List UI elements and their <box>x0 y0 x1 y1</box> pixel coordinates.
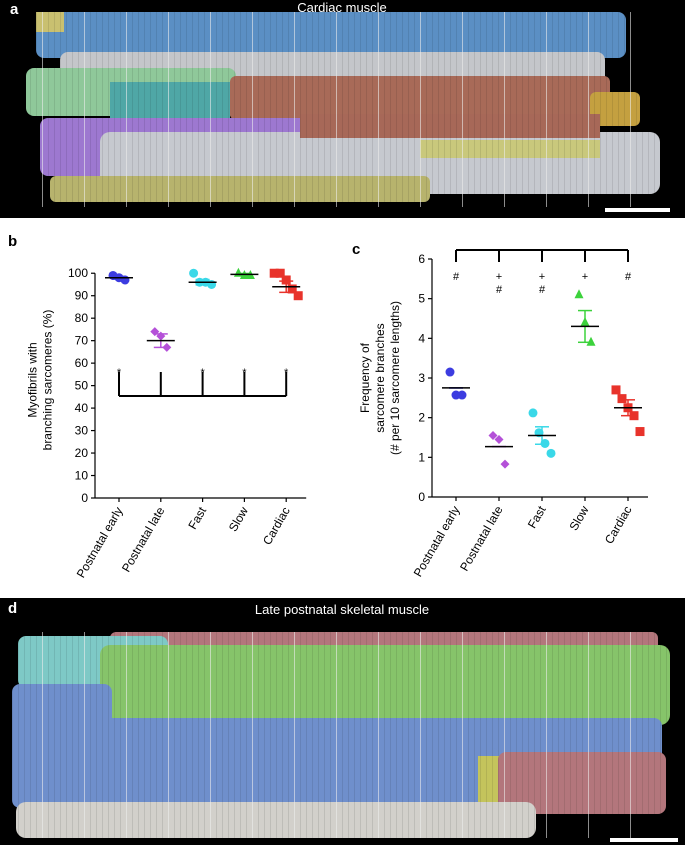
point <box>528 408 538 418</box>
point <box>586 336 596 346</box>
x-tick-label: Postnatal late <box>119 504 168 574</box>
point <box>287 284 297 294</box>
point <box>488 431 498 441</box>
image-a <box>0 0 685 218</box>
point <box>635 427 645 437</box>
significance-mark: # <box>539 284 546 296</box>
y-tick-label: 3 <box>418 371 425 385</box>
point <box>494 434 504 444</box>
point <box>574 289 584 299</box>
x-tick-label: Cardiac <box>260 505 293 548</box>
point <box>269 268 279 278</box>
y-tick-label: 30 <box>75 424 89 438</box>
panel-label: d <box>8 600 17 617</box>
y-tick-label: 0 <box>418 490 425 504</box>
y-axis-label: sarcomere branches <box>373 323 387 432</box>
significance-mark: + <box>496 271 502 283</box>
y-tick-label: 100 <box>68 266 88 280</box>
point <box>275 268 285 278</box>
y-tick-label: 60 <box>75 356 89 370</box>
point <box>500 459 510 469</box>
x-tick-label: Postnatal late <box>457 503 506 573</box>
point <box>445 367 455 377</box>
y-axis-label: Frequency of <box>358 342 372 413</box>
y-tick-label: 20 <box>75 446 89 460</box>
y-tick-label: 40 <box>75 401 89 415</box>
image-d <box>0 598 685 845</box>
point <box>293 291 303 301</box>
y-tick-label: 2 <box>418 411 425 425</box>
y-tick-label: 90 <box>75 289 89 303</box>
y-tick-label: 1 <box>418 450 425 464</box>
x-tick-label: Cardiac <box>602 504 635 547</box>
point <box>546 448 556 458</box>
image-title: Cardiac muscle <box>297 0 387 15</box>
x-tick-label: Fast <box>185 504 209 532</box>
point <box>281 275 291 285</box>
image-title: Late postnatal skeletal muscle <box>255 602 429 617</box>
significance-mark: # <box>496 284 503 296</box>
point <box>611 385 621 395</box>
y-tick-label: 50 <box>75 379 89 393</box>
significance-mark: + <box>539 271 545 283</box>
y-tick-label: 80 <box>75 311 89 325</box>
significance-mark: + <box>582 271 588 283</box>
y-tick-label: 0 <box>81 491 88 505</box>
point <box>617 394 627 404</box>
x-tick-label: Postnatal early <box>74 505 126 581</box>
x-tick-label: Fast <box>525 503 549 531</box>
point <box>189 268 199 278</box>
y-tick-label: 6 <box>418 252 425 266</box>
panel-label: b <box>8 233 17 250</box>
y-tick-label: 70 <box>75 334 89 348</box>
panel-label: a <box>10 1 19 18</box>
significance-mark: # <box>453 271 460 283</box>
x-tick-label: Slow <box>226 504 251 534</box>
significance-mark: # <box>625 271 632 283</box>
y-tick-label: 5 <box>418 292 425 306</box>
y-axis-label: branching sarcomeres (%) <box>41 310 55 451</box>
x-tick-label: Postnatal early <box>411 504 463 580</box>
panel-label: c <box>352 241 360 258</box>
y-axis-label: (# per 10 sarcomere lengths) <box>388 301 402 455</box>
y-tick-label: 4 <box>418 331 425 345</box>
x-tick-label: Slow <box>566 503 591 533</box>
y-tick-label: 10 <box>75 469 89 483</box>
point <box>457 390 467 400</box>
y-axis-label: Myofibrils with <box>26 342 40 417</box>
